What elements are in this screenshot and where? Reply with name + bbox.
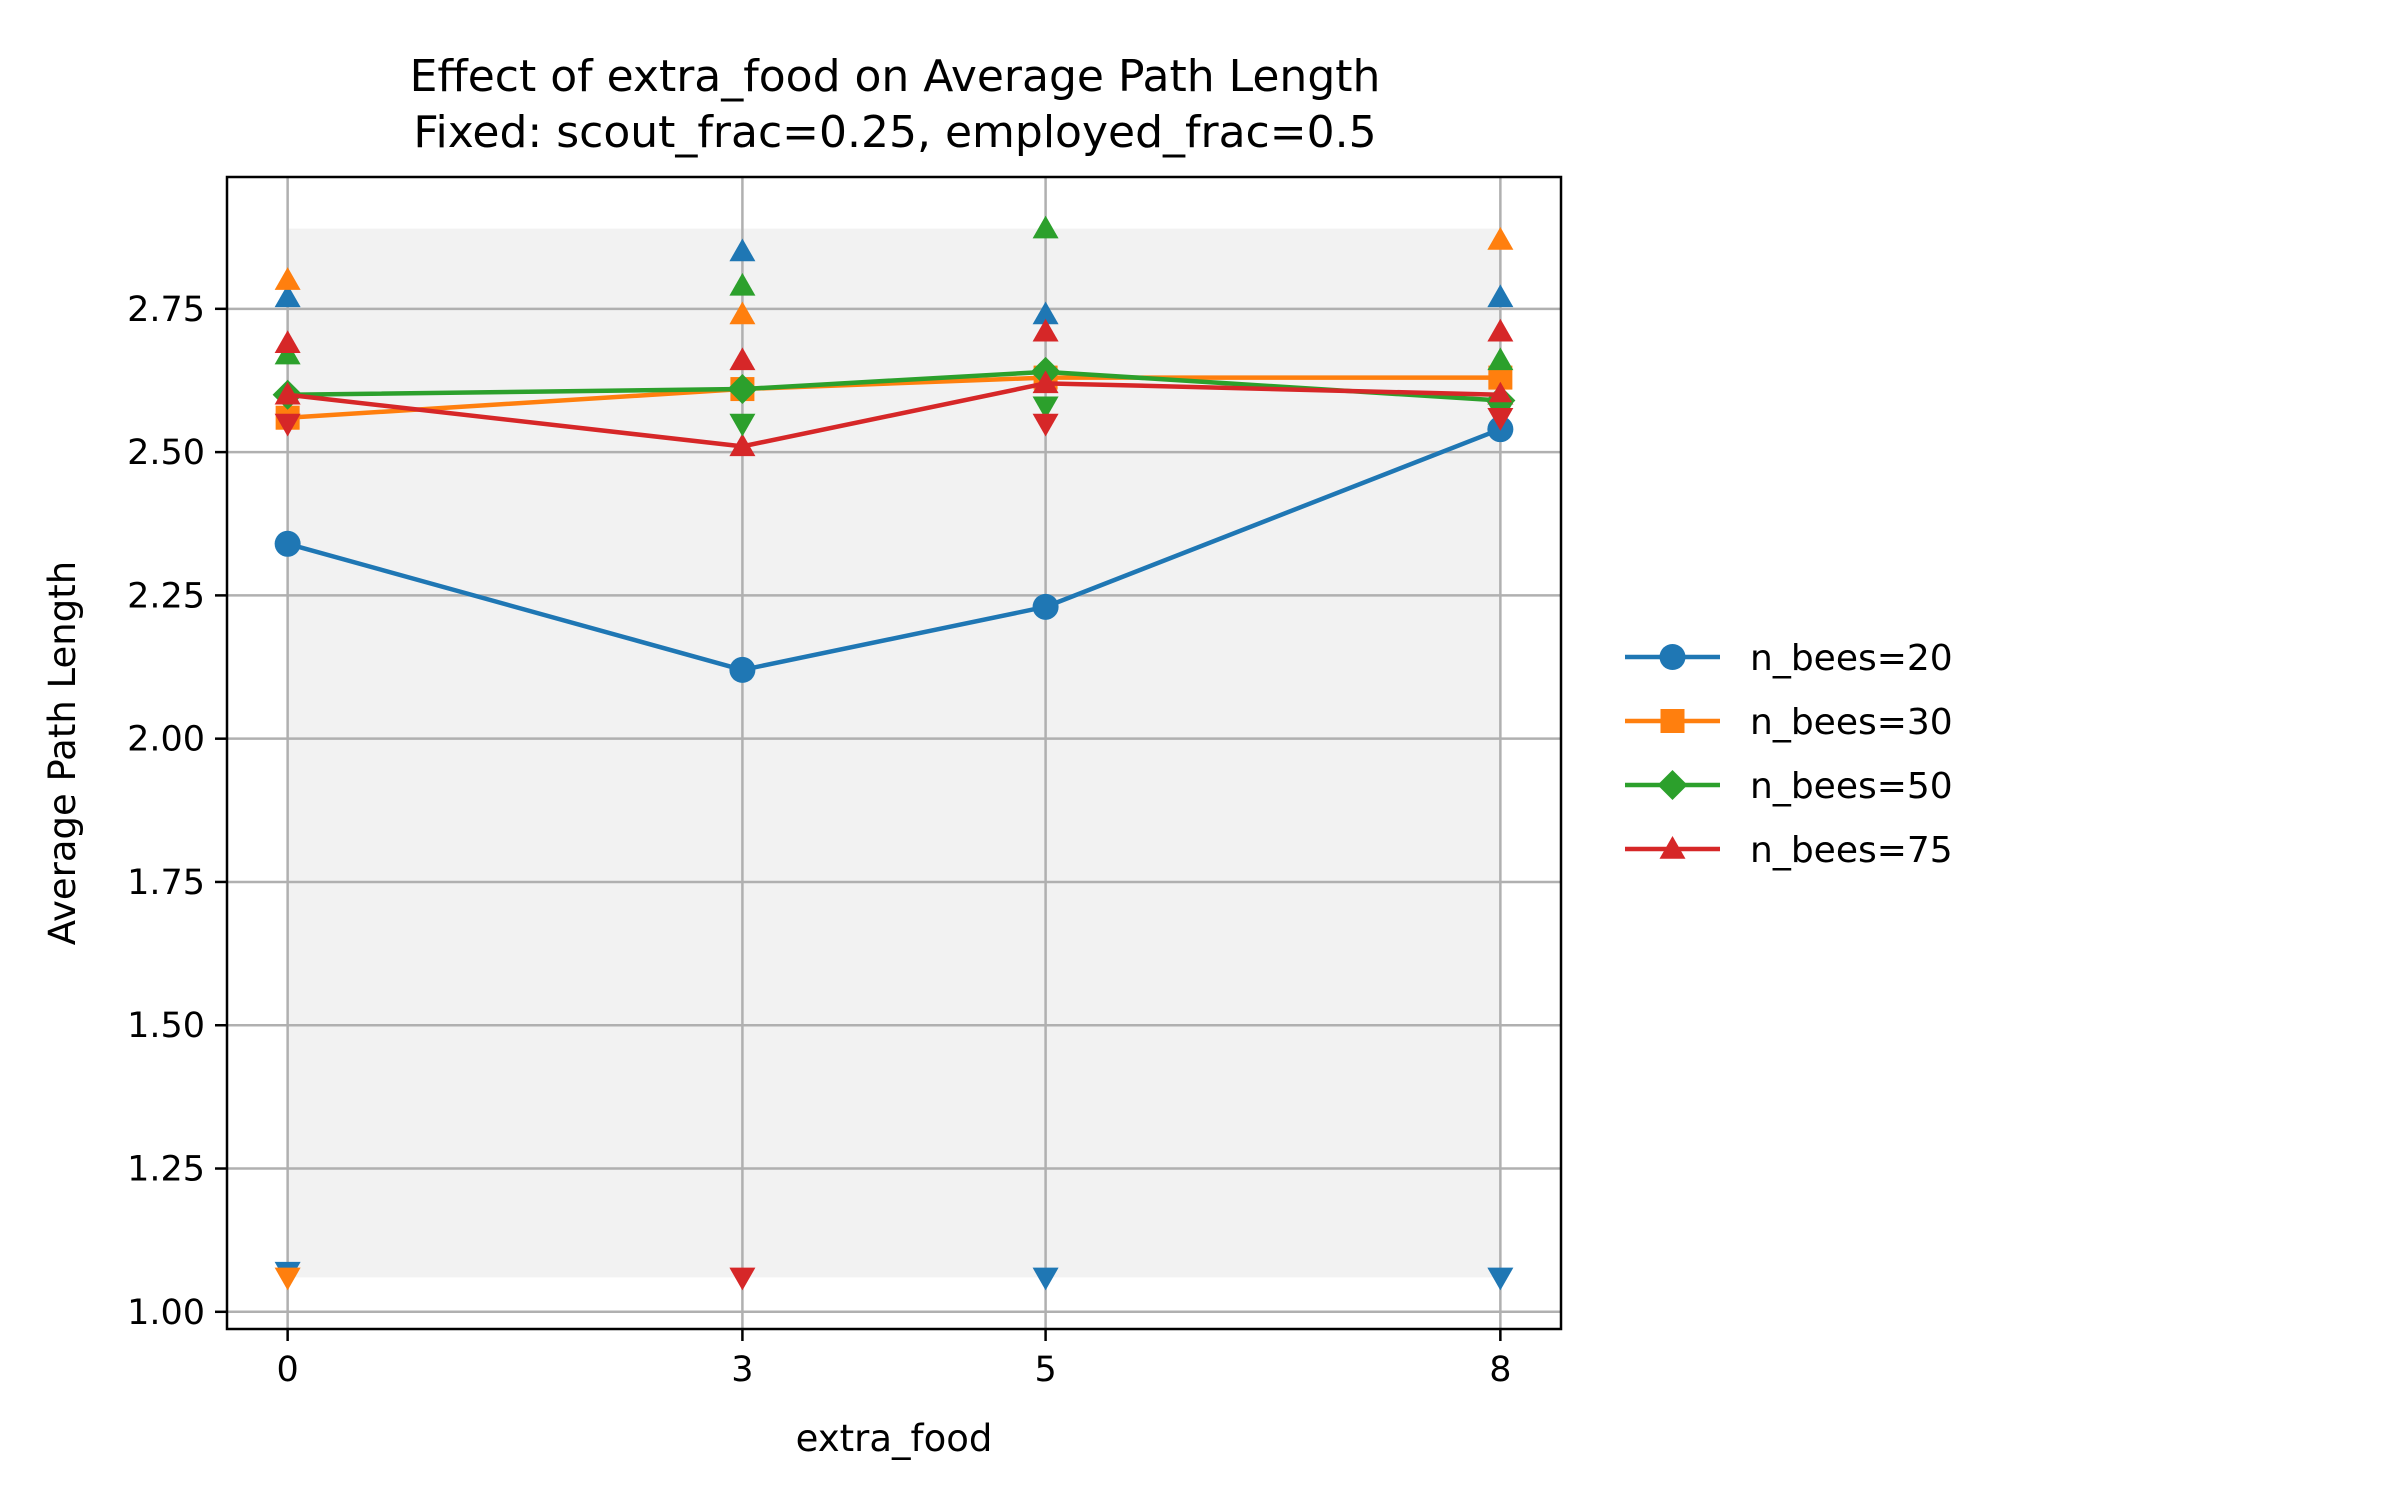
max-marker-n_bees=75-x8 (1487, 318, 1514, 342)
min-marker-n_bees=75-x3 (729, 1267, 756, 1291)
min-marker-n_bees=50-x5 (1032, 396, 1059, 420)
legend-marker-n_bees=50 (1657, 770, 1688, 800)
max-marker-n_bees=20-x5 (1032, 301, 1059, 325)
legend-marker-n_bees=20 (1659, 644, 1686, 670)
max-marker-n_bees=50-x5 (1032, 215, 1059, 239)
y-tick-label-1.50: 1.50 (127, 1006, 205, 1046)
max-marker-n_bees=30-x8 (1487, 227, 1514, 250)
min-marker-n_bees=30-x0 (274, 1267, 301, 1291)
chart-subtitle: Fixed: scout_frac=0.25, employed_frac=0.… (413, 107, 1376, 158)
y-tick-label-2.50: 2.50 (127, 433, 205, 473)
y-tick-label-2.00: 2.00 (127, 720, 205, 760)
data-point-n_bees=50-x3 (727, 374, 758, 405)
plot-frame (225, 175, 1563, 1331)
legend-item-n_bees=75: n_bees=75 (1625, 830, 1953, 871)
y-tick-label-2.75: 2.75 (127, 290, 205, 330)
legend-label-n_bees=20: n_bees=20 (1750, 638, 1953, 679)
max-marker-n_bees=20-x8 (1487, 284, 1514, 308)
x-tick-label-8: 8 (1489, 1350, 1511, 1390)
series-line-n_bees=20 (287, 427, 1502, 673)
x-ticks: 0 3 5 8 (276, 1329, 1512, 1390)
max-marker-n_bees=75-x3 (729, 347, 756, 371)
y-tick-label-1.00: 1.00 (127, 1293, 205, 1333)
data-point-n_bees=20-x5 (1032, 593, 1059, 620)
x-tick-label-5: 5 (1034, 1350, 1056, 1390)
legend-item-n_bees=20: n_bees=20 (1625, 638, 1953, 679)
y-tick-label-1.75: 1.75 (127, 863, 205, 903)
legend: n_bees=20 n_bees=30 n_bees=50 n_bees=75 (1625, 638, 1953, 871)
min-marker-n_bees=50-x3 (729, 413, 756, 437)
x-tick-label-0: 0 (276, 1350, 298, 1390)
x-axis-label: extra_food (796, 1417, 993, 1460)
max-marker-n_bees=75-x5 (1032, 318, 1059, 342)
chart-title: Effect of extra_food on Average Path Len… (410, 51, 1381, 102)
y-tick-label-1.25: 1.25 (127, 1150, 205, 1190)
data-point-n_bees=75-x8 (1487, 381, 1514, 405)
data-point-n_bees=20-x0 (274, 530, 301, 557)
legend-marker-n_bees=30 (1660, 709, 1685, 733)
legend-marker-n_bees=75 (1659, 836, 1686, 859)
min-marker-n_bees=20-x5 (1032, 1267, 1059, 1291)
legend-label-n_bees=50: n_bees=50 (1750, 766, 1953, 807)
legend-item-n_bees=30: n_bees=30 (1625, 702, 1953, 743)
series-line-n_bees=75 (287, 381, 1501, 449)
max-marker-n_bees=50-x3 (729, 272, 756, 296)
x-tick-label-3: 3 (731, 1350, 753, 1390)
min-marker-n_bees=20-x8 (1487, 1267, 1514, 1291)
data-point-n_bees=75-x3 (729, 433, 756, 457)
max-marker-n_bees=30-x3 (729, 301, 756, 325)
data-point-n_bees=75-x5 (1032, 370, 1059, 394)
legend-item-n_bees=50: n_bees=50 (1625, 766, 1953, 807)
max-marker-n_bees=75-x0 (274, 330, 301, 353)
y-axis-label: Average Path Length (41, 561, 84, 945)
min-marker-n_bees=75-x0 (274, 413, 301, 437)
extrema-markers (274, 215, 1514, 1291)
min-marker-n_bees=75-x8 (1487, 407, 1514, 431)
shaded-band (287, 228, 1501, 1278)
series-line-n_bees=30 (287, 375, 1501, 420)
y-ticks: 1.00 1.25 1.50 1.75 2.00 2.25 2.50 2.75 (127, 290, 227, 1333)
series-layer (272, 356, 1516, 683)
max-marker-n_bees=30-x0 (274, 267, 301, 290)
data-point-n_bees=20-x3 (729, 656, 756, 683)
series-line-n_bees=50 (287, 369, 1501, 403)
max-marker-n_bees=50-x0 (274, 341, 301, 365)
max-marker-n_bees=20-x0 (274, 284, 301, 308)
max-marker-n_bees=20-x3 (729, 238, 756, 262)
min-marker-n_bees=75-x5 (1032, 413, 1059, 437)
legend-label-n_bees=75: n_bees=75 (1750, 830, 1953, 871)
data-point-n_bees=75-x0 (274, 381, 301, 405)
y-tick-label-2.25: 2.25 (127, 576, 205, 616)
legend-label-n_bees=30: n_bees=30 (1750, 702, 1953, 743)
max-marker-n_bees=50-x8 (1487, 347, 1514, 371)
